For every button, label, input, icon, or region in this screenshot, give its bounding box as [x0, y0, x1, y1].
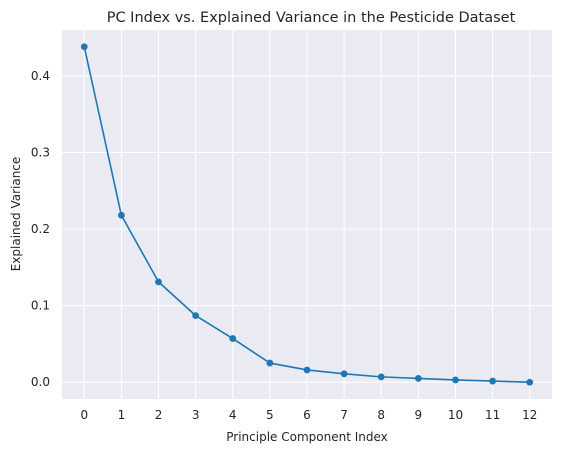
- x-tick-label: 12: [522, 408, 537, 422]
- x-tick-label: 6: [303, 408, 311, 422]
- x-axis-ticks: 0 1 2 3 4 5 6 7 8 9 10 11 12: [80, 408, 537, 422]
- y-tick-label: 0.3: [31, 145, 50, 159]
- y-tick-label: 0.1: [31, 299, 50, 313]
- data-point: [155, 278, 162, 286]
- x-tick-label: 11: [485, 408, 500, 422]
- data-point: [414, 374, 422, 382]
- y-tick-label: 0.0: [31, 375, 50, 389]
- data-point: [80, 43, 88, 51]
- x-tick-label: 10: [448, 408, 463, 422]
- x-tick-label: 4: [229, 408, 237, 422]
- data-point: [340, 370, 348, 378]
- data-point: [266, 359, 274, 367]
- data-point: [452, 376, 459, 384]
- x-tick-label: 8: [377, 408, 385, 422]
- data-point: [526, 378, 534, 386]
- x-tick-label: 0: [80, 408, 88, 422]
- x-tick-label: 5: [266, 408, 274, 422]
- data-point: [229, 335, 237, 342]
- grid: [62, 30, 552, 399]
- x-axis-label: Principle Component Index: [226, 430, 388, 444]
- y-axis-ticks: 0.0 0.1 0.2 0.3 0.4: [31, 69, 50, 389]
- chart-title: PC Index vs. Explained Variance in the P…: [107, 10, 516, 26]
- data-point: [377, 373, 385, 381]
- data-point: [192, 312, 200, 319]
- y-axis-label: Explained Variance: [9, 157, 23, 272]
- series-layer: [80, 43, 534, 386]
- x-tick-label: 1: [118, 408, 126, 422]
- data-point: [117, 211, 125, 219]
- data-point: [303, 366, 311, 374]
- x-tick-label: 9: [415, 408, 423, 422]
- data-point: [489, 377, 497, 385]
- x-tick-label: 7: [340, 408, 348, 422]
- y-tick-label: 0.2: [31, 222, 50, 236]
- y-tick-label: 0.4: [31, 69, 50, 83]
- x-tick-label: 3: [192, 408, 200, 422]
- x-tick-label: 2: [155, 408, 163, 422]
